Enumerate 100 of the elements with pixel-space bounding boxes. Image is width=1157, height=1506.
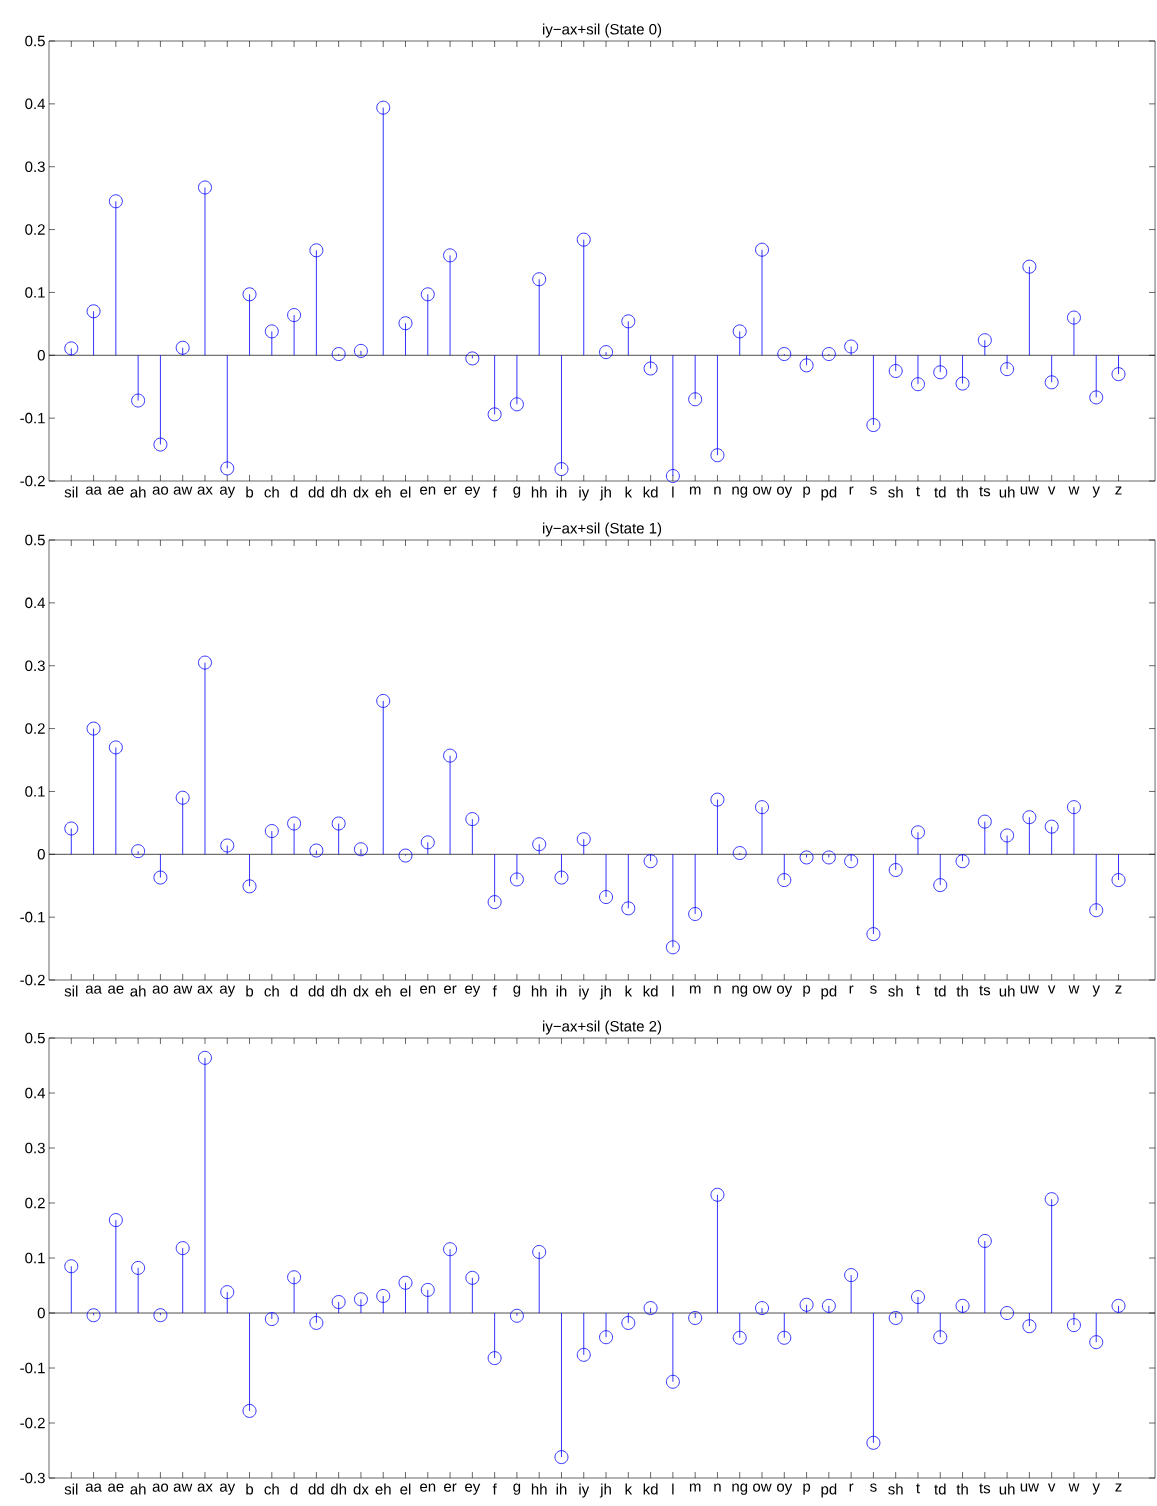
x-tick-label: aw — [173, 1483, 193, 1492]
x-tick-label: d — [290, 486, 298, 498]
x-tick-label: ih — [556, 486, 567, 498]
x-tick-label: ng — [732, 985, 748, 997]
x-tick-label: en — [420, 985, 436, 994]
x-tick-label: el — [400, 985, 411, 997]
x-tick-label: td — [934, 486, 946, 498]
x-tick-label: hh — [531, 486, 547, 498]
x-tick-label: ch — [264, 985, 279, 997]
x-tick-label: ax — [197, 1483, 213, 1492]
x-tick-label: dd — [308, 985, 324, 997]
x-tick-label: k — [625, 486, 633, 498]
x-tick-label: ih — [556, 985, 567, 997]
x-tick-label: en — [420, 1483, 436, 1492]
x-tick-label: v — [1047, 985, 1056, 994]
x-tick-label: z — [1115, 486, 1122, 495]
y-tick-label: -0.1 — [20, 412, 45, 424]
x-tick-label: t — [916, 486, 920, 497]
x-tick-label: dx — [353, 985, 369, 997]
x-tick-label: aa — [85, 985, 102, 994]
x-tick-label: r — [849, 486, 854, 495]
x-tick-label: ts — [979, 985, 991, 996]
x-tick-label: uh — [999, 486, 1015, 498]
y-tick-label: 0.4 — [25, 98, 46, 110]
x-tick-label: g — [513, 486, 521, 498]
x-tick-label: n — [714, 985, 721, 994]
x-tick-label: ey — [465, 1483, 481, 1495]
y-tick-label: 0.1 — [25, 786, 45, 797]
y-tick-label: -0.2 — [20, 1417, 45, 1429]
y-tick-label: 0 — [37, 349, 45, 361]
x-tick-label: sh — [888, 985, 903, 997]
x-tick-label: kd — [643, 985, 658, 997]
x-tick-label: f — [492, 985, 497, 997]
x-tick-label: oy — [776, 486, 793, 498]
x-tick-label: ow — [753, 1483, 772, 1492]
x-tick-label: uw — [1020, 985, 1040, 994]
x-tick-label: ih — [556, 1483, 567, 1495]
x-tick-label: w — [1068, 1483, 1080, 1492]
x-tick-label: hh — [531, 985, 547, 997]
x-tick-label: l — [672, 486, 674, 498]
x-tick-label: w — [1068, 486, 1080, 495]
x-tick-label: pd — [821, 1483, 837, 1498]
x-tick-label: ah — [130, 1483, 146, 1495]
x-tick-label: th — [956, 985, 968, 997]
y-tick-label: -0.3 — [20, 1472, 45, 1484]
x-tick-label: v — [1047, 1483, 1056, 1492]
x-tick-label: sil — [64, 486, 78, 498]
x-tick-label: r — [849, 1483, 854, 1492]
x-tick-label: s — [870, 1483, 877, 1492]
x-tick-label: kd — [643, 486, 658, 498]
x-tick-label: en — [420, 486, 436, 495]
x-tick-label: ah — [130, 985, 146, 997]
y-tick-label: -0.2 — [20, 475, 45, 487]
x-tick-label: g — [513, 985, 521, 997]
x-tick-label: p — [803, 1483, 811, 1495]
x-tick-label: s — [870, 486, 877, 495]
x-tick-label: ch — [264, 1483, 279, 1495]
x-tick-label: dx — [353, 486, 369, 498]
x-tick-label: t — [916, 985, 920, 996]
x-tick-label: oy — [776, 1483, 793, 1495]
y-tick-label: 0.5 — [25, 35, 45, 47]
x-tick-label: s — [870, 985, 877, 994]
x-tick-label: y — [1092, 1483, 1100, 1495]
x-tick-label: sh — [888, 1483, 903, 1495]
x-tick-label: el — [400, 486, 411, 498]
x-tick-label: z — [1115, 1483, 1122, 1492]
x-tick-label: uh — [999, 985, 1015, 997]
x-tick-label: g — [513, 1483, 521, 1495]
x-tick-label: n — [714, 486, 721, 495]
x-tick-label: dd — [308, 486, 324, 498]
y-tick-label: 0.2 — [25, 723, 45, 734]
x-tick-label: m — [689, 1483, 701, 1492]
x-tick-label: ow — [753, 985, 772, 994]
x-tick-label: eh — [375, 486, 391, 498]
x-tick-label: ae — [108, 985, 124, 994]
x-tick-label: iy — [579, 486, 590, 501]
x-tick-label: d — [290, 1483, 298, 1495]
x-tick-label: w — [1068, 985, 1080, 994]
x-tick-label: v — [1047, 486, 1056, 495]
x-tick-label: jh — [599, 486, 611, 501]
y-tick-label: 0 — [37, 1307, 45, 1319]
x-tick-label: p — [803, 985, 811, 997]
x-tick-label: ay — [219, 985, 236, 997]
x-tick-label: eh — [375, 985, 391, 997]
x-tick-label: ax — [197, 486, 213, 495]
y-tick-label: -0.1 — [20, 1362, 45, 1374]
x-tick-label: er — [444, 985, 457, 994]
x-tick-label: td — [934, 1483, 946, 1495]
y-tick-label: 0.3 — [25, 1142, 45, 1154]
x-tick-label: ow — [753, 486, 772, 495]
y-tick-label: 0.3 — [25, 161, 45, 173]
x-tick-label: p — [803, 486, 811, 498]
x-tick-label: uw — [1020, 486, 1040, 495]
x-tick-label: ts — [979, 1483, 991, 1494]
y-tick-label: -0.2 — [20, 974, 45, 986]
x-tick-label: td — [934, 985, 946, 997]
x-tick-label: hh — [531, 1483, 547, 1495]
x-tick-label: ao — [152, 985, 169, 994]
x-tick-label: ng — [732, 1483, 748, 1495]
x-tick-label: eh — [375, 1483, 391, 1495]
